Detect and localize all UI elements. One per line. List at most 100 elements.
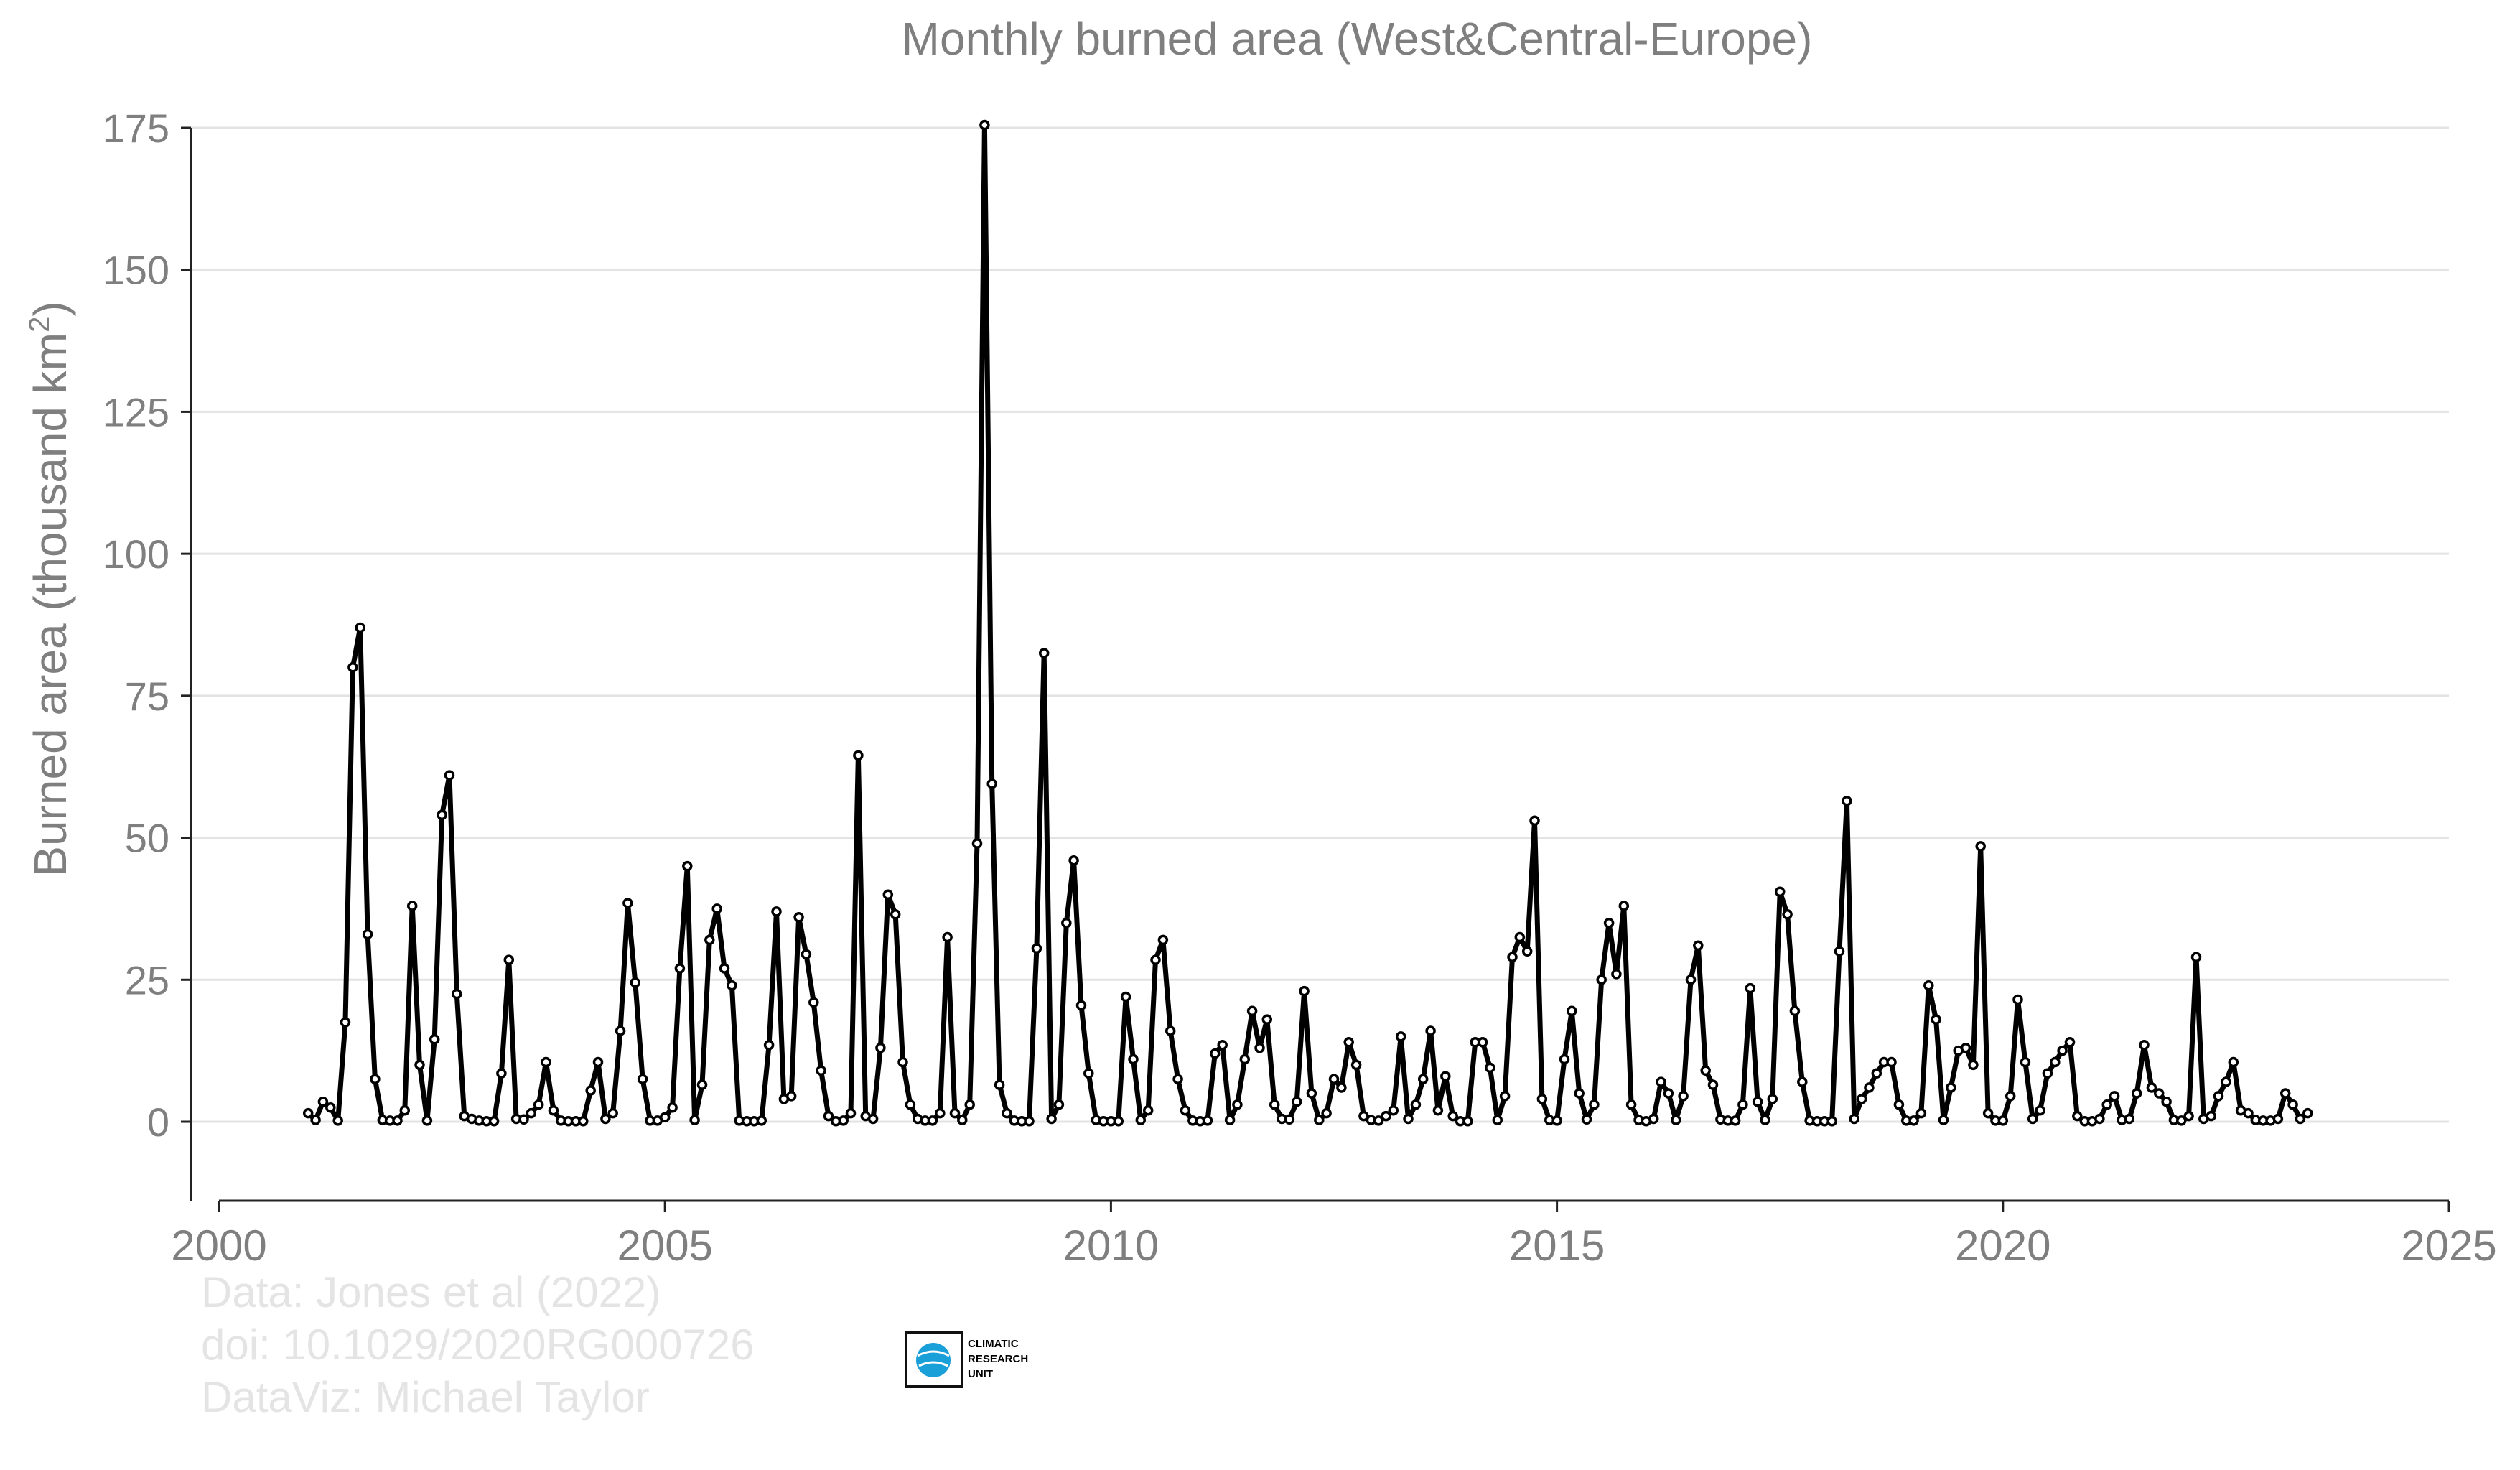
data-point [1083,1068,1094,1079]
data-point [1269,1099,1280,1110]
data-point [406,901,418,911]
data-point [1024,1115,1035,1127]
data-point [1246,1005,1258,1017]
data-point [935,1107,946,1119]
data-point [1210,1048,1221,1059]
data-point [771,906,782,917]
data-point [503,954,515,965]
data-point [1856,1094,1867,1104]
data-point [1603,917,1615,929]
data-point [1611,969,1622,980]
data-point [1410,1099,1422,1110]
data-point [756,1115,767,1126]
data-point [1797,1076,1808,1087]
data-point [1789,1005,1801,1017]
data-point [942,931,953,943]
data-point [2153,1088,2165,1099]
data-point [1440,1071,1451,1081]
logo-frame [905,1331,963,1388]
data-point [793,912,804,923]
data-point [1180,1104,1191,1116]
data-point [347,662,358,673]
series-line [306,122,2310,1124]
data-point [2287,1099,2298,1110]
data-point [1886,1056,1897,1068]
data-point [1150,954,1161,965]
x-ticks: 2000 2005 2010 2015 2020 2025 [171,1201,2497,1270]
data-point [2020,1056,2031,1068]
data-point [875,1042,886,1053]
data-point [2302,1107,2313,1119]
data-point [518,1114,529,1125]
data-point [548,1104,559,1116]
data-point [1038,648,1050,659]
data-point [2005,1091,2016,1102]
data-point [659,1112,671,1122]
data-point [1767,1094,1778,1104]
data-point [421,1115,433,1126]
x-tick-label-2000: 2000 [171,1222,266,1270]
data-point [719,963,730,974]
logo-text-unit: UNIT [968,1368,993,1380]
data-point [429,1034,440,1045]
data-point [2027,1113,2038,1125]
data-point [704,934,715,946]
data-point [1224,1115,1236,1125]
x-tick-label-2015: 2015 [1509,1222,1605,1270]
data-point [2101,1099,2112,1110]
data-point [414,1059,425,1071]
data-point [1685,974,1697,985]
data-point [592,1056,604,1068]
data-point [838,1115,849,1126]
data-point [1343,1037,1354,1048]
data-point [1760,1115,1770,1125]
data-point [986,778,997,789]
data-point [979,119,990,131]
data-point [1975,841,1986,852]
data-point [711,903,722,914]
data-point [1960,1042,1971,1053]
data-point [949,1107,961,1119]
data-point [1202,1115,1213,1126]
data-point [1046,1113,1057,1125]
data-point [1834,946,1845,957]
data-point [696,1079,708,1090]
data-point [1403,1113,1414,1125]
data-point [994,1079,1005,1090]
data-point [1120,991,1131,1003]
data-point [763,1039,775,1051]
data-point [905,1099,916,1110]
data-point [1648,1113,1659,1125]
data-point [1946,1082,1956,1093]
data-point [667,1102,678,1113]
data-point [927,1115,938,1126]
data-point [890,909,901,920]
data-point [689,1115,700,1125]
data-point [1700,1065,1711,1076]
data-point [2057,1045,2068,1056]
data-point [1261,1014,1273,1025]
data-point [1492,1115,1503,1125]
x-tick-label-2020: 2020 [1955,1222,2050,1270]
chart-title: Monthly burned area (West&Central-Europe… [902,13,1813,65]
data-point [897,1056,908,1068]
y-tick-label-75: 75 [125,674,169,719]
data-point [1968,1059,1979,1071]
data-point [1284,1114,1295,1125]
data-point [1485,1062,1495,1074]
data-point [1567,1005,1577,1017]
data-point [2295,1113,2306,1125]
data-point [1774,886,1786,897]
data-point [1350,1059,1362,1071]
data-point [1499,1091,1511,1102]
data-point [317,1097,329,1107]
data-point [2094,1113,2105,1125]
data-point [2272,1113,2284,1125]
data-point [1447,1110,1458,1122]
data-point [1299,985,1310,997]
data-point [362,929,373,940]
credits: Data: Jones et al (2022) doi: 10.1029/20… [201,1268,755,1421]
data-point [1053,1099,1065,1110]
data-point [2012,994,2023,1005]
